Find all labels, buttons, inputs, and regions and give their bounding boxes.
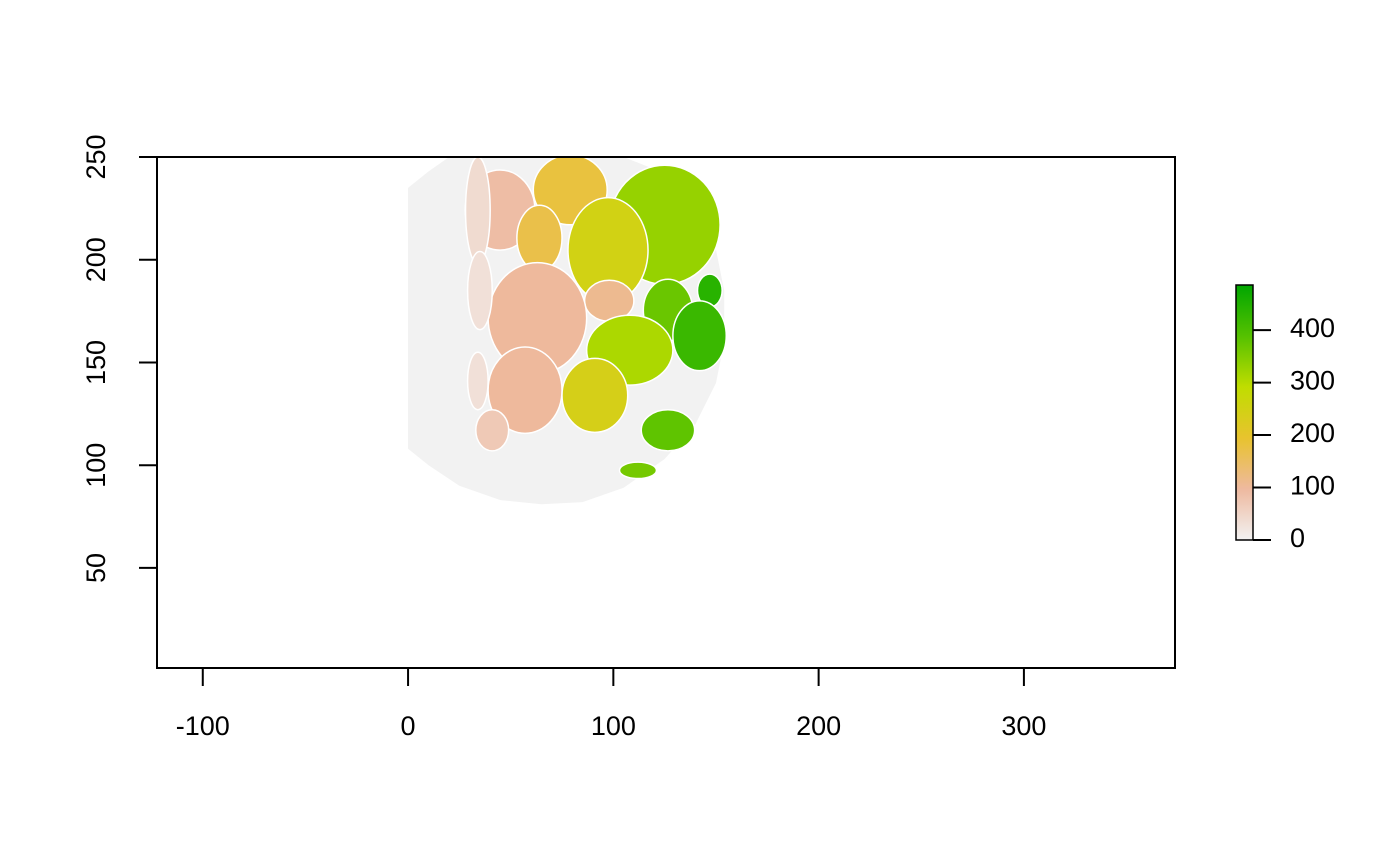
region	[640, 408, 696, 452]
plot-area	[408, 157, 728, 505]
x-tick-label: 0	[401, 711, 416, 741]
region	[672, 300, 728, 372]
y-tick-label: 50	[81, 553, 111, 583]
colorbar-tick-label: 400	[1290, 313, 1335, 343]
region	[618, 461, 658, 480]
x-tick-label: 300	[1001, 711, 1046, 741]
colorbar-tick-label: 100	[1290, 471, 1335, 501]
x-tick-label: -100	[176, 711, 230, 741]
region	[466, 250, 493, 331]
y-tick-label: 150	[81, 340, 111, 385]
x-tick-label: 200	[796, 711, 841, 741]
plot-frame	[156, 156, 1176, 669]
region	[466, 351, 489, 411]
region	[561, 357, 629, 434]
region	[464, 157, 491, 265]
colorbar-tick-label: 200	[1290, 418, 1335, 448]
y-tick-label: 250	[81, 134, 111, 179]
y-tick-label: 200	[81, 237, 111, 282]
colorbar-tick-label: 0	[1290, 523, 1305, 553]
region	[516, 204, 563, 272]
x-tick-label: 100	[591, 711, 636, 741]
region	[475, 408, 510, 452]
colorbar-tick-label: 300	[1290, 366, 1335, 396]
y-tick-label: 100	[81, 443, 111, 488]
colorbar	[1235, 284, 1254, 541]
